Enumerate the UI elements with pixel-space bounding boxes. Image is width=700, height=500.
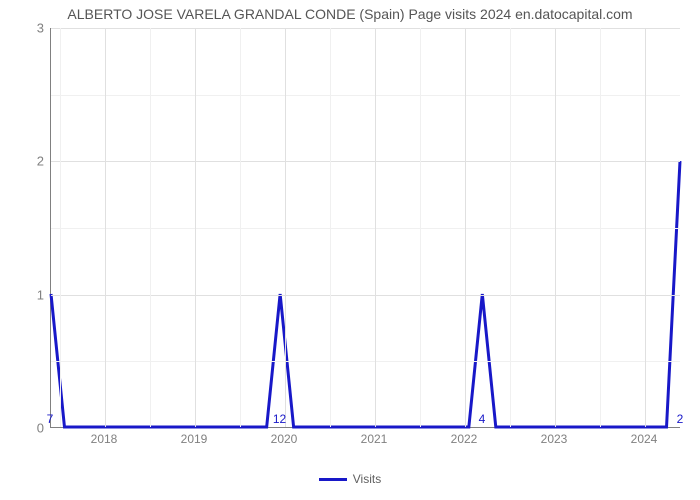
grid-line-v-minor (240, 28, 241, 427)
grid-line-v (285, 28, 286, 427)
grid-line-v-minor (600, 28, 601, 427)
x-tick-label: 2020 (271, 432, 298, 446)
grid-line-h-minor (51, 228, 680, 229)
plot-area (50, 28, 680, 428)
chart-title: ALBERTO JOSE VARELA GRANDAL CONDE (Spain… (0, 6, 700, 22)
data-point-label: 4 (479, 412, 486, 426)
x-tick-label: 2022 (451, 432, 478, 446)
data-point-label: 7 (47, 412, 54, 426)
grid-line-v (105, 28, 106, 427)
grid-line-h (51, 295, 680, 296)
y-tick-label: 1 (4, 287, 44, 302)
x-tick-label: 2024 (631, 432, 658, 446)
grid-line-v-minor (150, 28, 151, 427)
chart-container: ALBERTO JOSE VARELA GRANDAL CONDE (Spain… (0, 0, 700, 500)
data-point-label: 12 (273, 412, 286, 426)
legend-label: Visits (353, 472, 381, 486)
x-tick-label: 2018 (91, 432, 118, 446)
grid-line-h (51, 161, 680, 162)
data-point-label: 2 (677, 412, 684, 426)
x-tick-label: 2019 (181, 432, 208, 446)
grid-line-v-minor (420, 28, 421, 427)
grid-line-h (51, 28, 680, 29)
grid-line-v-minor (60, 28, 61, 427)
grid-line-h-minor (51, 95, 680, 96)
grid-line-h-minor (51, 361, 680, 362)
x-tick-label: 2021 (361, 432, 388, 446)
y-tick-label: 0 (4, 421, 44, 436)
grid-line-v (195, 28, 196, 427)
x-tick-label: 2023 (541, 432, 568, 446)
grid-line-v (645, 28, 646, 427)
grid-line-v (465, 28, 466, 427)
legend-swatch (319, 478, 347, 481)
grid-line-v-minor (510, 28, 511, 427)
grid-line-v (375, 28, 376, 427)
y-tick-label: 3 (4, 21, 44, 36)
grid-line-v-minor (330, 28, 331, 427)
legend: Visits (0, 472, 700, 486)
y-tick-label: 2 (4, 154, 44, 169)
grid-line-v (555, 28, 556, 427)
